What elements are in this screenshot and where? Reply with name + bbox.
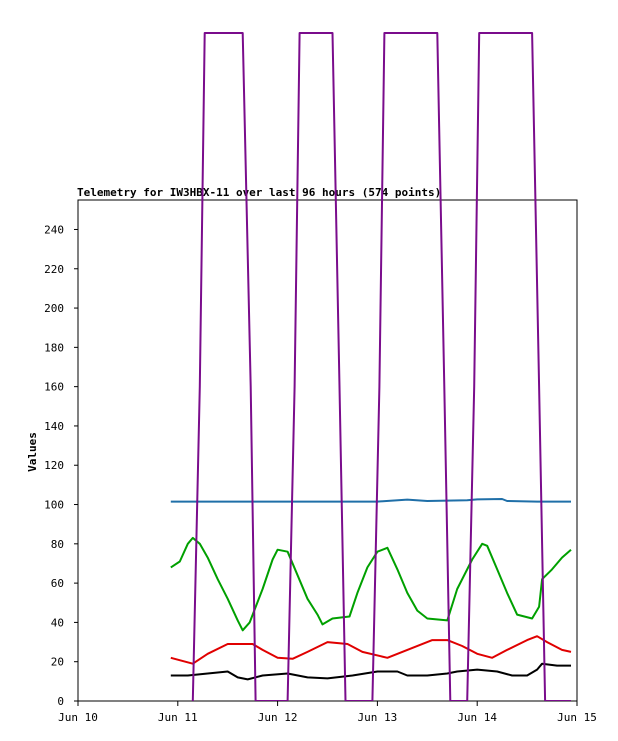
x-tick-label: Jun 13 — [358, 711, 398, 724]
series-line-3 — [170, 662, 571, 681]
chart-title: Telemetry for IW3HBX-11 over last 96 hou… — [77, 186, 441, 199]
x-tick-label: Jun 10 — [58, 711, 98, 724]
series-line-0 — [170, 498, 571, 503]
x-tick-label: Jun 15 — [557, 711, 597, 724]
y-tick-label: 20 — [51, 656, 64, 669]
series-line-2 — [170, 635, 572, 665]
plot-frame — [77, 199, 578, 702]
y-tick-label: 220 — [44, 263, 64, 276]
y-tick-label: 200 — [44, 302, 64, 315]
y-tick-label: 120 — [44, 459, 64, 472]
y-tick-label: 40 — [51, 616, 64, 629]
y-tick-label: 160 — [44, 381, 64, 394]
y-axis: 0 20 40 60 80 100 120 140 160 180 200 220 240 — [44, 223, 78, 708]
x-tick-label: Jun 11 — [158, 711, 198, 724]
y-axis-label: Values — [26, 432, 39, 472]
series-line-4 — [191, 32, 571, 701]
x-tick-label: Jun 12 — [258, 711, 298, 724]
series-layer — [170, 32, 572, 701]
series-line-1 — [170, 536, 572, 632]
y-tick-label: 80 — [51, 538, 64, 551]
x-tick-label: Jun 14 — [457, 711, 497, 724]
y-tick-label: 0 — [57, 695, 64, 708]
x-axis: Jun 10 Jun 11 Jun 12 Jun 13 Jun 14 Jun 15 — [58, 701, 597, 724]
y-tick-label: 140 — [44, 420, 64, 433]
y-tick-label: 240 — [44, 223, 64, 236]
y-tick-label: 100 — [44, 499, 64, 512]
y-tick-label: 180 — [44, 341, 64, 354]
y-tick-label: 60 — [51, 577, 64, 590]
